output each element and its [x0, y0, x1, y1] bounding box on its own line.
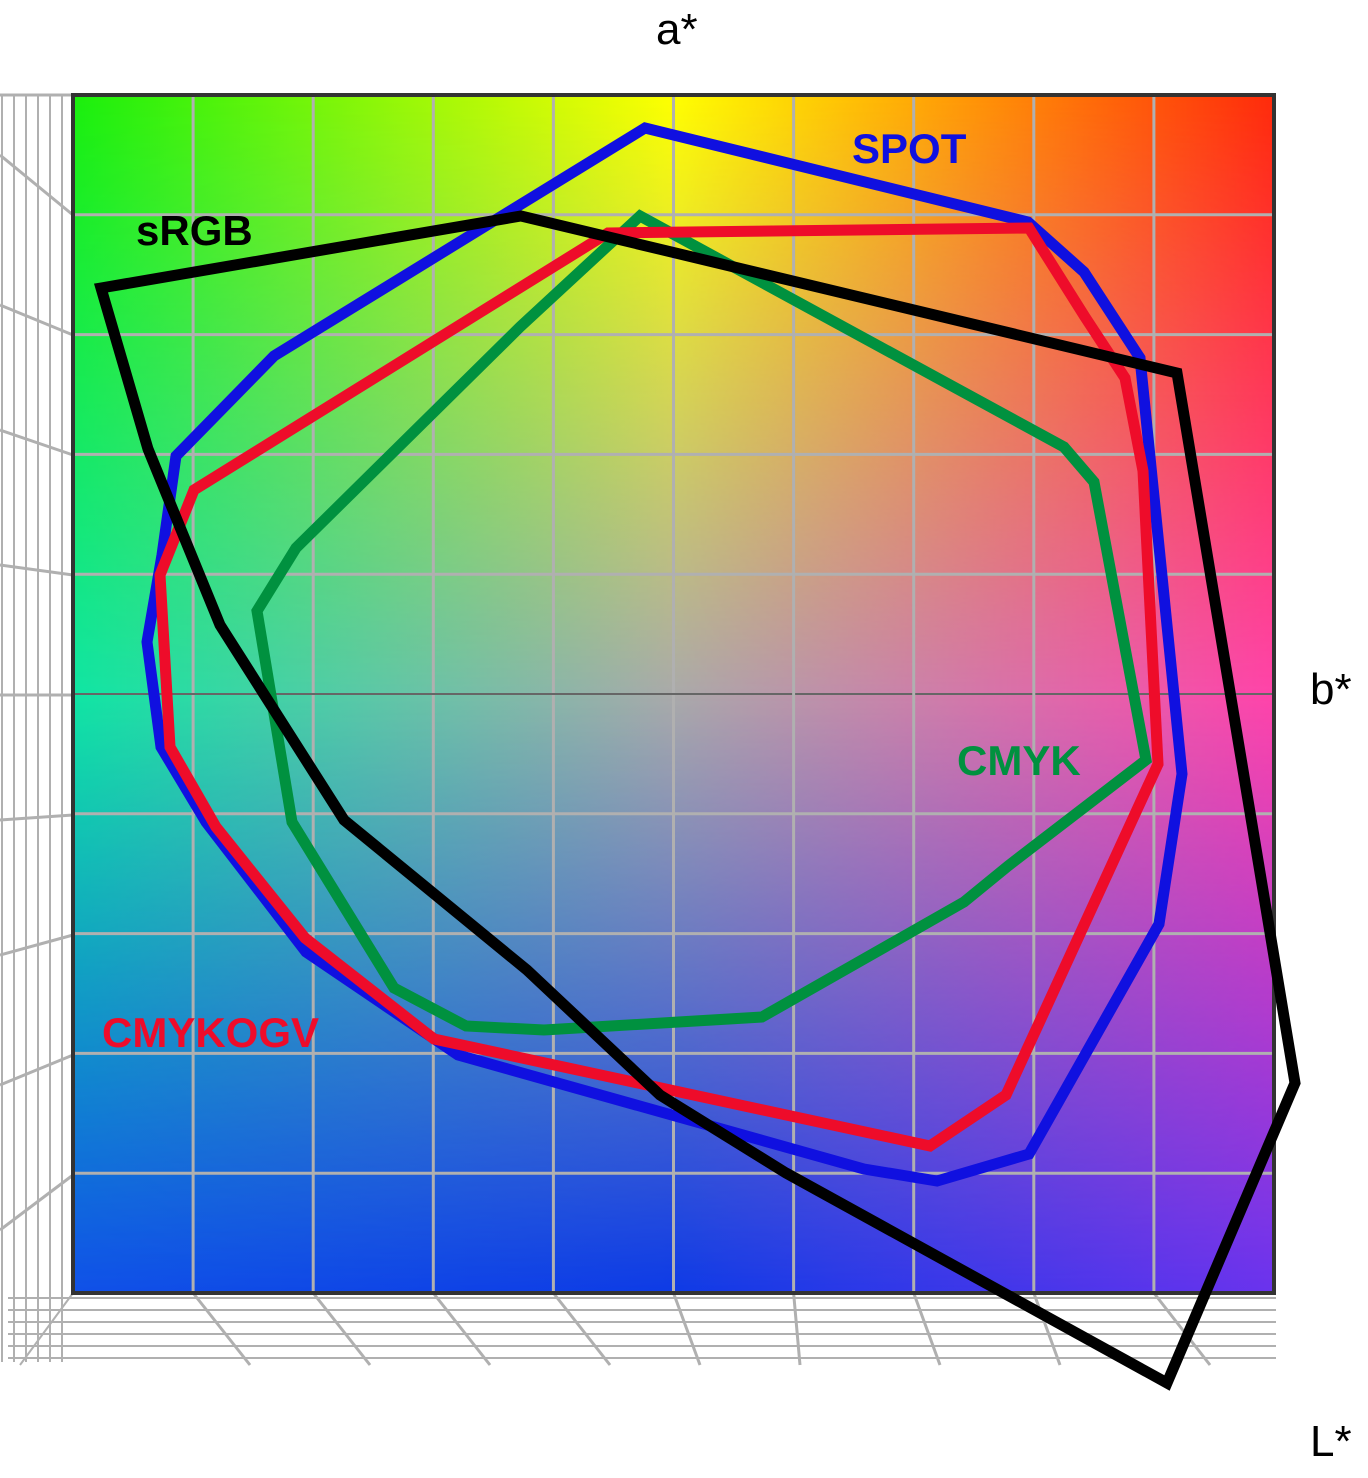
spot-gamut-outline [141, 122, 1188, 1187]
cmyk-gamut-outline [251, 209, 1153, 1036]
cmykogv-gamut-outline [154, 222, 1164, 1152]
grid-line [0, 1053, 74, 1087]
grid-line [0, 428, 74, 457]
grid-line [672, 1292, 702, 1366]
b-axis-label: b* [1310, 665, 1352, 714]
l-axis-label: L* [1310, 1417, 1352, 1466]
floor-perspective-wall [8, 1292, 1276, 1366]
grid-line [191, 1292, 252, 1366]
grid-line [432, 1292, 492, 1366]
grid-line [312, 1292, 372, 1366]
grid-line [0, 153, 74, 217]
cmyk-gamut-label: CMYK [957, 737, 1081, 784]
srgb-gamut-label: sRGB [136, 207, 253, 254]
grid-line [912, 1292, 942, 1366]
cmykogv-gamut-label: CMYKOGV [102, 1009, 320, 1056]
plane-frame [71, 93, 1276, 1295]
grid-line [0, 813, 74, 822]
left-perspective-wall [0, 93, 74, 1362]
grid-line [1032, 1292, 1062, 1366]
spot-gamut-label: SPOT [852, 125, 967, 172]
grid-line [552, 1292, 612, 1366]
a-axis-label: a* [656, 5, 698, 54]
grid-line [792, 1292, 802, 1366]
grid-line [0, 933, 74, 957]
grid-line [19, 1292, 74, 1366]
srgb-gamut-outline [93, 210, 1301, 1391]
grid-line [0, 563, 74, 577]
grid-line [1152, 1292, 1212, 1366]
grid-line [0, 1173, 74, 1232]
grid-line [0, 303, 74, 337]
